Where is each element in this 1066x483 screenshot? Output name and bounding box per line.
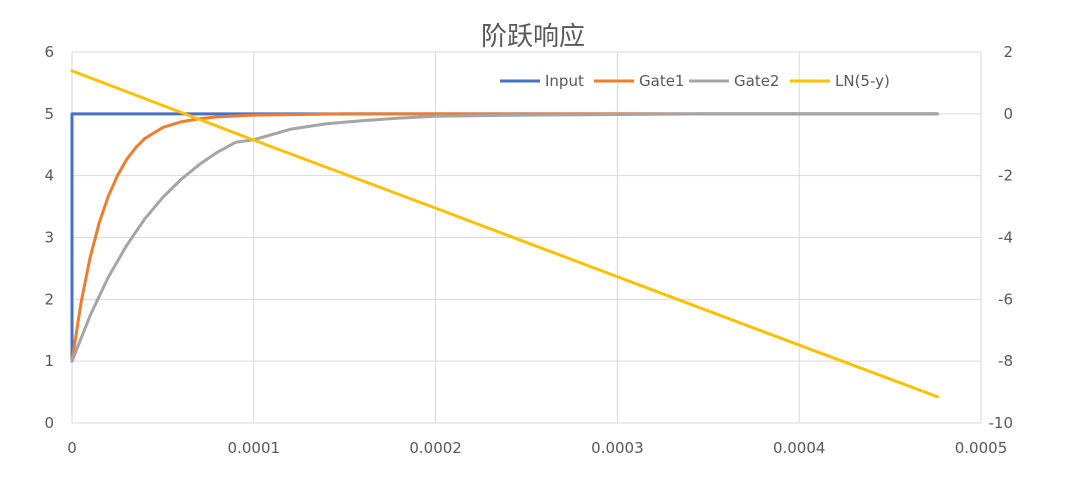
grid [71, 51, 982, 424]
y2-tick-label: -6 [998, 290, 1013, 308]
y-tick-label: 6 [44, 43, 54, 61]
y-tick-label: 4 [44, 167, 54, 185]
legend-label-input: Input [545, 72, 584, 90]
y-tick-label: 1 [44, 352, 54, 370]
chart-title: 阶跃响应 [481, 22, 585, 52]
y2-tick-label: -4 [998, 229, 1013, 247]
legend-label-gate1: Gate1 [639, 72, 684, 90]
x-tick-label: 0 [67, 439, 77, 457]
legend: Input Gate1 Gate2 LN(5-y) [500, 72, 890, 90]
y2-tick-label: -2 [998, 167, 1013, 185]
x-tick-label: 0.0002 [409, 439, 462, 457]
y2-tick-label: 0 [1003, 105, 1013, 123]
y-tick-label: 2 [44, 290, 54, 308]
legend-label-gate2: Gate2 [734, 72, 779, 90]
x-tick-label: 0.0004 [773, 439, 826, 457]
y-tick-label: 3 [44, 229, 54, 247]
x-tick-label: 0.0001 [228, 439, 281, 457]
axes: 0 1 2 3 4 5 6 0 0.0001 0.0002 0.0003 0.0004 0.0005 -1… [44, 43, 1013, 457]
series-line-gate1 [70, 112, 939, 363]
y-tick-label: 5 [44, 105, 54, 123]
y-tick-label: 0 [44, 414, 54, 432]
x-tick-label: 0.0005 [955, 439, 1008, 457]
y2-tick-label: -8 [998, 352, 1013, 370]
y2-tick-label: -10 [989, 414, 1014, 432]
legend-label-ln-5-y: LN(5-y) [835, 72, 890, 90]
series-layer [70, 69, 939, 399]
y2-tick-label: 2 [1003, 43, 1013, 61]
x-tick-label: 0.0003 [591, 439, 644, 457]
series-line-ln-5-y [70, 69, 939, 399]
